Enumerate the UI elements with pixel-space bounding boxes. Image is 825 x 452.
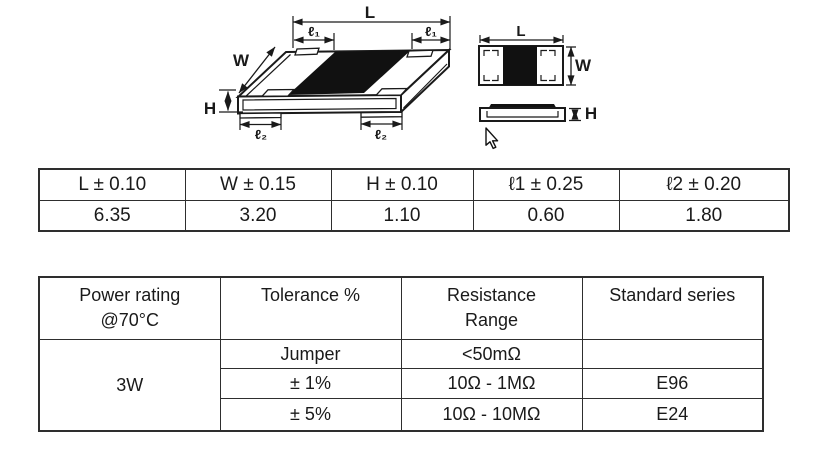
dim-value-W: 3.20	[184, 200, 332, 232]
spec-series-cell	[581, 339, 764, 369]
spec-header-series: Standard series	[581, 276, 764, 340]
iso-pad-back-right	[406, 49, 434, 58]
spec-tolerance-cell: Jumper	[219, 339, 402, 369]
dimensions-header-row: L ± 0.10 W ± 0.15 H ± 0.10 ℓ1 ± 0.25 ℓ2 …	[38, 168, 790, 201]
dim-value-l1: 0.60	[472, 200, 620, 232]
iso-pad-front-right	[374, 87, 409, 96]
spec-table: Power rating @70°C Tolerance % Resistanc…	[38, 276, 764, 432]
iso-bottom-terminal-right	[360, 111, 403, 118]
spec-header-power-line1: Power rating	[79, 285, 181, 305]
dimensions-value-row: 6.35 3.20 1.10 0.60 1.80	[38, 200, 790, 232]
spec-header-power-line2: @70°C	[100, 310, 160, 330]
spec-resistance-cell: 10Ω - 10MΩ	[400, 398, 583, 432]
iso-label-W: W	[233, 51, 250, 70]
dim-header-l2: ℓ2 ± 0.20	[618, 168, 790, 201]
iso-view: L ℓ₁ ℓ₁ W H ℓ₂ ℓ₂	[204, 3, 452, 142]
side-view: H	[479, 104, 597, 123]
dim-header-W: W ± 0.15	[184, 168, 332, 201]
side-view-label-H: H	[585, 104, 597, 123]
iso-dim-W	[238, 46, 276, 94]
top-view-label-W: W	[575, 56, 592, 75]
iso-label-H: H	[204, 99, 216, 118]
iso-label-l1-right: ℓ₁	[425, 24, 437, 39]
mouse-cursor	[485, 127, 499, 150]
spec-header-resistance-line2: Range	[464, 310, 519, 330]
iso-bottom-terminal-left	[239, 112, 282, 119]
spec-tolerance-cell: ± 1%	[219, 368, 402, 399]
spec-header-tolerance-line1: Tolerance %	[260, 285, 361, 305]
top-view-label-L: L	[516, 23, 525, 40]
spec-row-5pct: ± 5% 10Ω - 10MΩ E24	[39, 398, 764, 432]
spec-header-tolerance: Tolerance %	[219, 276, 402, 340]
spec-power-rating-cell: 3W	[38, 339, 221, 432]
spec-row-jumper: 3W Jumper <50mΩ	[38, 339, 764, 432]
spec-header-row: Power rating @70°C Tolerance % Resistanc…	[38, 276, 764, 340]
iso-pad-back-left	[294, 47, 320, 56]
dim-value-H: 1.10	[330, 200, 474, 232]
iso-front-face	[237, 93, 402, 115]
dim-header-l1: ℓ1 ± 0.25	[472, 168, 620, 201]
top-view-terminal-marks-left	[483, 49, 499, 82]
iso-label-l2-right: ℓ₂	[375, 127, 387, 142]
side-view-outline	[479, 107, 566, 122]
spec-resistance-cell: <50mΩ	[400, 339, 583, 369]
spec-header-power-rating: Power rating @70°C	[38, 276, 221, 340]
spec-header-resistance-line1: Resistance	[446, 285, 537, 305]
package-drawing: L ℓ₁ ℓ₁ W H ℓ₂ ℓ₂	[204, 3, 597, 150]
top-view-resistive-element	[503, 46, 537, 85]
iso-label-L: L	[365, 3, 375, 22]
iso-pad-front-left	[260, 88, 296, 97]
dim-value-L: 6.35	[38, 200, 186, 232]
iso-label-l1-left: ℓ₁	[308, 24, 320, 39]
spec-header-series-line1: Standard series	[609, 285, 736, 305]
dim-header-H: H ± 0.10	[330, 168, 474, 201]
top-view-terminal-marks-right	[540, 49, 556, 82]
dimensions-table: L ± 0.10 W ± 0.15 H ± 0.10 ℓ1 ± 0.25 ℓ2 …	[38, 168, 790, 232]
iso-resistive-element	[288, 50, 411, 95]
spec-resistance-cell: 10Ω - 1MΩ	[400, 368, 583, 399]
spec-row-1pct: ± 1% 10Ω - 1MΩ E96	[39, 368, 764, 399]
iso-right-face	[400, 47, 450, 115]
dim-header-L: L ± 0.10	[38, 168, 186, 201]
spec-series-cell: E24	[581, 398, 764, 432]
iso-label-l2-left: ℓ₂	[255, 127, 267, 142]
spec-tolerance-cell: ± 5%	[219, 398, 402, 432]
top-view: L W	[478, 23, 592, 86]
spec-header-resistance: Resistance Range	[400, 276, 583, 340]
spec-series-cell: E96	[581, 368, 764, 399]
dim-value-l2: 1.80	[618, 200, 790, 232]
